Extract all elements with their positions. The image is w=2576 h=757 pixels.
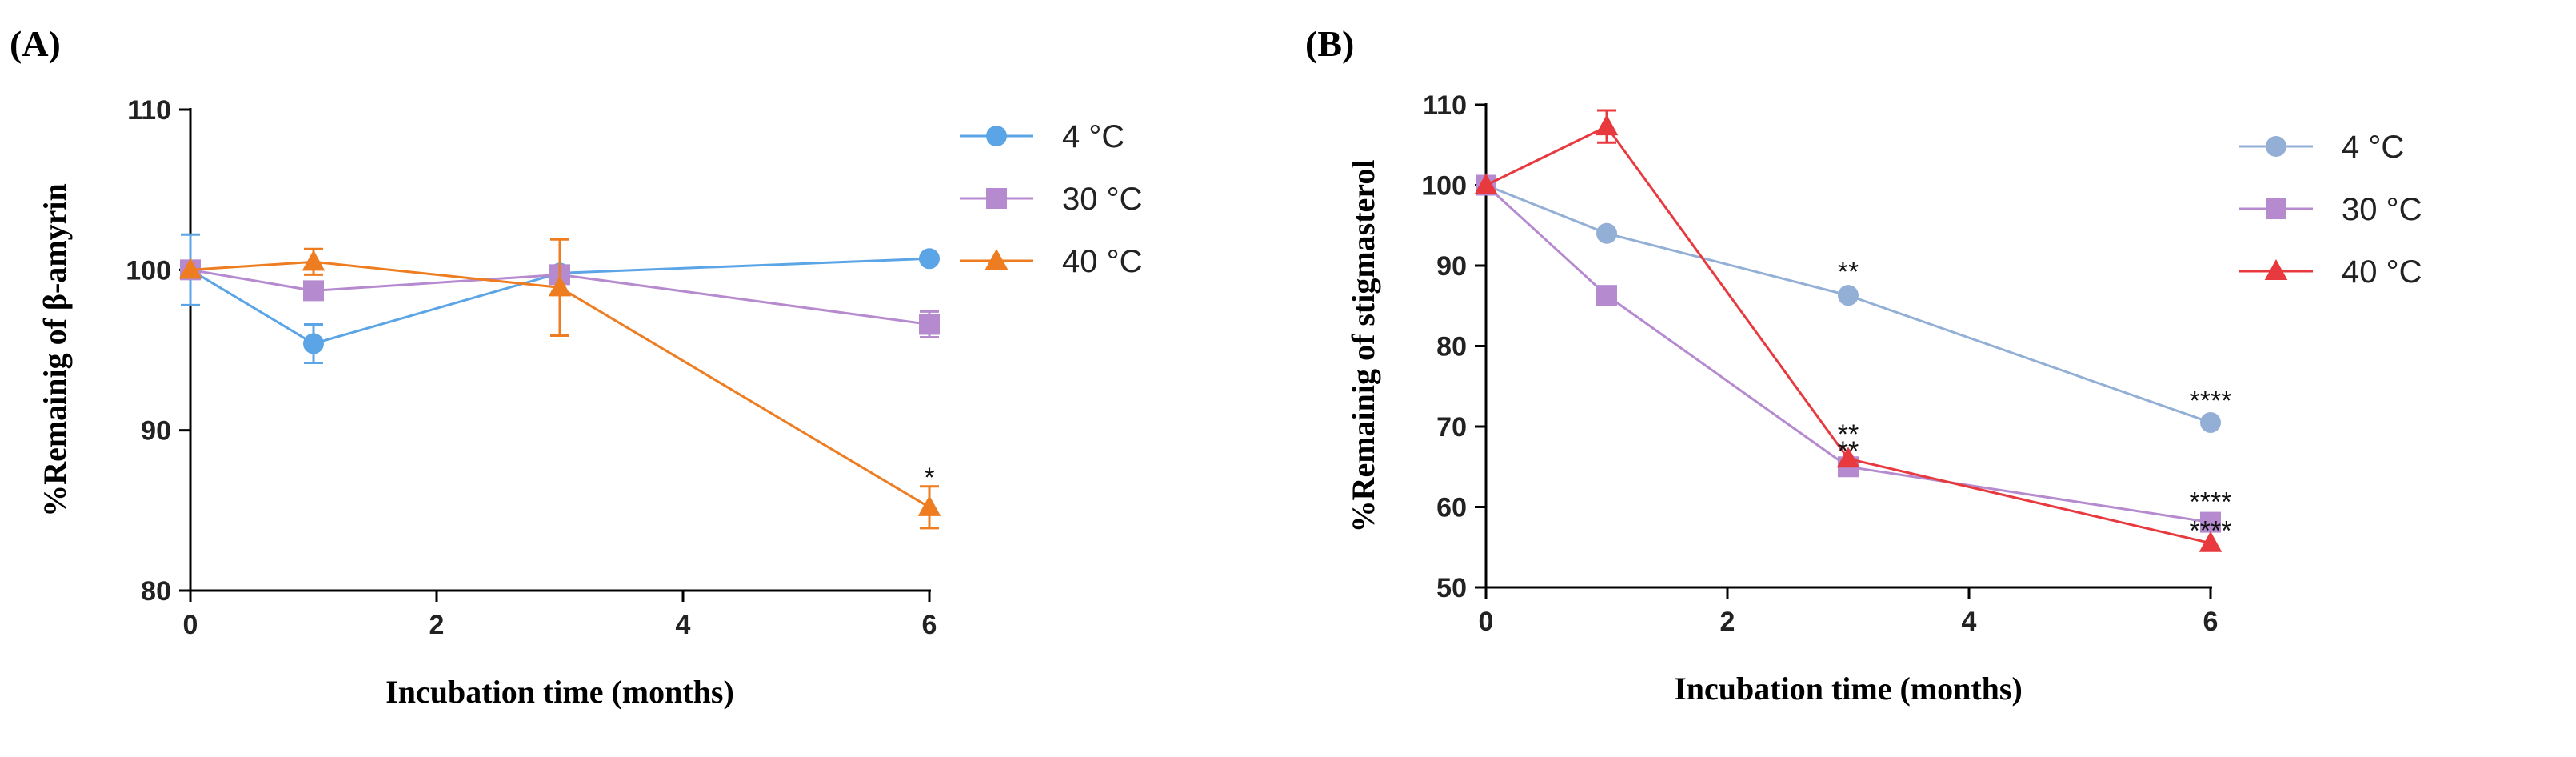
legend-marker: [986, 126, 1007, 146]
data-point: [1836, 447, 1860, 468]
data-point: [2199, 531, 2223, 552]
legend-marker: [2266, 198, 2286, 219]
legend-entry: 40 °C: [2239, 254, 2422, 290]
y-tick-label: 80: [1436, 332, 1467, 362]
significance-annotation: *: [924, 463, 934, 493]
data-point: [1595, 114, 1619, 136]
x-tick-label: 4: [1962, 607, 1977, 637]
y-tick-label: 90: [141, 416, 171, 447]
x-tick-label: 0: [183, 610, 198, 640]
data-point: [1596, 285, 1617, 306]
significance-annotation: **: [1838, 257, 1859, 287]
series-4Cc: [1476, 174, 2221, 433]
series-30Cc: [180, 259, 940, 338]
data-point: [919, 248, 940, 270]
x-tick-label: 2: [429, 610, 445, 640]
data-point: [548, 275, 572, 297]
significance-annotation: ****: [2190, 516, 2232, 547]
y-tick-label: 90: [1436, 251, 1467, 282]
data-point: [917, 495, 941, 516]
legend-entry: 4 °C: [2239, 130, 2404, 165]
x-tick-label: 4: [676, 610, 691, 640]
chart-panel-b: (B) 50 60 70 80 90 100 110 0 2 4 6 Incubation time (…: [1305, 23, 2422, 707]
legend-marker: [984, 249, 1008, 270]
x-tick-label: 6: [2203, 607, 2219, 637]
legend-entry: 4 °C: [960, 119, 1124, 154]
data-point: [1596, 222, 1617, 244]
panel-letter: (B): [1305, 23, 1354, 64]
data-point: [2200, 511, 2221, 533]
legend-label: 4 °C: [2342, 130, 2404, 165]
data-point: [302, 250, 325, 271]
series-line: [190, 260, 930, 509]
y-tick-label: 60: [1436, 493, 1467, 523]
series-30Cc: [1476, 174, 2221, 533]
legend-label: 4 °C: [1062, 119, 1124, 154]
series-line: [1485, 125, 2211, 545]
significance-annotation: **: [1838, 419, 1859, 450]
series-40Cc: [178, 238, 941, 530]
data-point: [303, 280, 324, 302]
y-tick-label: 110: [127, 95, 171, 126]
legend-label: 40 °C: [1062, 244, 1143, 279]
significance-annotation: **: [1838, 436, 1859, 467]
data-point: [2200, 411, 2221, 433]
series-line: [1484, 184, 2211, 524]
x-tick-label: 6: [922, 610, 937, 640]
x-axis-title: Incubation time (months): [385, 674, 734, 710]
y-axis-title: %Remainig of stigmasterol: [1345, 160, 1381, 533]
data-point: [1474, 173, 1498, 194]
panel-letter: (A): [10, 23, 61, 64]
legend-label: 30 °C: [1062, 182, 1143, 217]
significance-annotation: ****: [2190, 487, 2232, 517]
legend-label: 40 °C: [2342, 254, 2422, 290]
series-line: [190, 257, 930, 346]
legend-label: 30 °C: [2342, 192, 2422, 227]
y-tick-label: 80: [141, 576, 171, 607]
legend-entry: 30 °C: [2239, 192, 2422, 227]
data-point: [1838, 285, 1859, 306]
legend-marker: [2264, 259, 2288, 281]
y-tick-label: 100: [1421, 171, 1467, 202]
legend-marker: [2266, 136, 2286, 157]
series-line: [190, 268, 930, 326]
data-point: [303, 333, 324, 354]
y-tick-label: 70: [1436, 412, 1467, 443]
significance-annotation: ****: [2190, 386, 2232, 416]
y-tick-label: 110: [1423, 90, 1467, 121]
y-tick-label: 50: [1436, 573, 1467, 603]
legend-entry: 40 °C: [960, 244, 1143, 279]
data-point: [919, 314, 940, 335]
legend-marker: [986, 188, 1007, 209]
x-tick-label: 2: [1720, 607, 1735, 637]
x-axis-title: Incubation time (months): [1674, 671, 2023, 707]
y-axis-title: %Remainig of β-amyrin: [37, 183, 73, 517]
y-tick-label: 100: [126, 255, 171, 286]
x-tick-label: 0: [1479, 607, 1494, 637]
chart-panel-a: (A) 80 90 100 110 0 2 4 6 Incubation time (months…: [10, 23, 1143, 710]
legend-entry: 30 °C: [960, 182, 1143, 217]
series-40Cc: [1474, 109, 2223, 552]
data-point: [178, 258, 202, 279]
series-line: [1485, 184, 2211, 424]
